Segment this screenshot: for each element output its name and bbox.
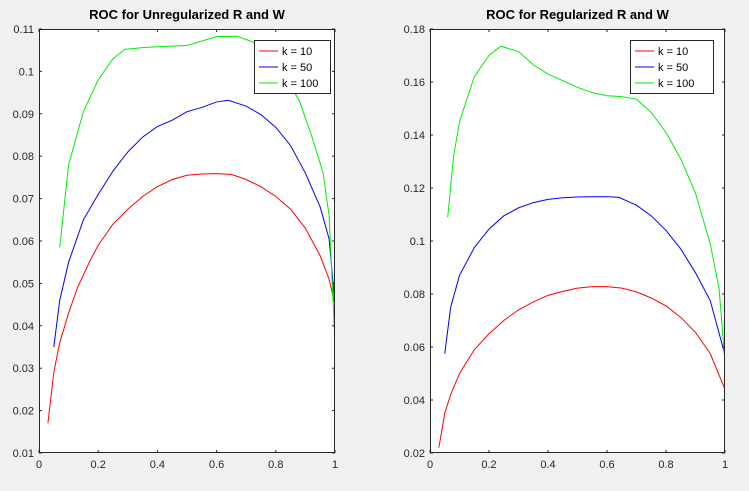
y-tick-label: 0.05 (13, 278, 34, 290)
plot-area (39, 29, 335, 453)
y-tick-label: 0.16 (404, 77, 425, 89)
legend-label: k = 10 (658, 46, 688, 58)
series-line-k-50 (53, 99, 335, 348)
y-tick-label: 0.06 (404, 342, 425, 354)
series-line-k-50 (444, 196, 725, 356)
y-tick-label: 0.04 (13, 321, 34, 333)
x-tick-label: 0.6 (599, 459, 614, 471)
y-tick-label: 0.14 (404, 130, 425, 142)
y-tick-label: 0.02 (404, 448, 425, 460)
legend-label: k = 100 (658, 78, 694, 90)
x-tick-label: 0.8 (268, 459, 283, 471)
x-tick-label: 0.4 (540, 459, 555, 471)
y-tick-label: 0.08 (404, 289, 425, 301)
y-tick-label: 0.04 (404, 395, 425, 407)
y-tick-label: 0.11 (13, 24, 34, 36)
legend: k = 10 k = 50 k = 100 (630, 40, 714, 94)
y-tick-label: 0.08 (13, 151, 34, 163)
legend: k = 10 k = 50 k = 100 (254, 40, 331, 94)
chart-title: ROC for Unregularized R and W (89, 7, 285, 22)
y-tick-label: 0.07 (13, 194, 34, 206)
series-line-k-100 (447, 45, 725, 363)
y-tick-label: 0.12 (404, 183, 425, 195)
x-tick-label: 0.8 (658, 459, 673, 471)
y-tick-label: 0.18 (404, 24, 425, 36)
x-tick-label: 0 (36, 459, 42, 471)
x-tick-label: 0.2 (91, 459, 106, 471)
chart-title: ROC for Regularized R and W (486, 7, 669, 22)
y-tick-label: 0.03 (13, 363, 34, 375)
legend-label: k = 50 (282, 62, 312, 74)
chart-regularized: 0 0.2 0.4 0.6 0.8 1 0.02 0.04 0.06 0.08 0.1 0.12 0.1… (404, 7, 728, 471)
series-line-k-10 (47, 173, 335, 424)
y-tick-label: 0.01 (13, 448, 34, 460)
x-tick-label: 0.4 (150, 459, 165, 471)
y-tick-label: 0.1 (410, 236, 425, 248)
legend-label: k = 50 (658, 62, 688, 74)
series-line-k-10 (438, 286, 725, 448)
x-tick-label: 0.6 (209, 459, 224, 471)
x-tick-label: 1 (332, 459, 338, 471)
y-tick-label: 0.09 (13, 109, 34, 121)
x-tick-label: 0 (427, 459, 433, 471)
y-tick-label: 0.02 (13, 406, 34, 418)
y-tick-label: 0.06 (13, 236, 34, 248)
legend-label: k = 10 (282, 46, 312, 58)
legend-label: k = 100 (282, 78, 318, 90)
series-line-k-100 (59, 35, 335, 343)
x-tick-label: 1 (722, 459, 728, 471)
y-tick-label: 0.1 (19, 66, 34, 78)
x-tick-label: 0.2 (481, 459, 496, 471)
chart-unregularized: 0 0.2 0.4 0.6 0.8 1 0.01 0.02 0.03 0.04 0.05 0.06 0.… (13, 7, 338, 471)
